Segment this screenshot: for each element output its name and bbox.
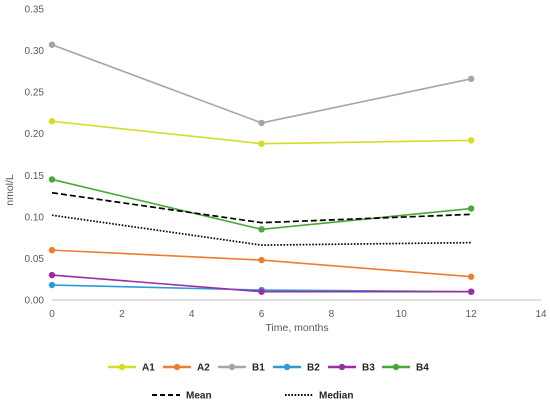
series-layer bbox=[48, 41, 475, 295]
x-tick-label: 6 bbox=[259, 309, 265, 320]
y-tick-label: 0.30 bbox=[25, 46, 45, 57]
legend-marker-b1 bbox=[228, 363, 236, 371]
series-line-mean bbox=[51, 191, 472, 224]
legend-label-a1: A1 bbox=[142, 363, 155, 374]
axes: 0 2 4 6 8 10 12 14 0.00 0.05 0.10 0.15 0.20 0.25 0.30 0… bbox=[25, 5, 547, 321]
data-point-b3 bbox=[467, 288, 475, 295]
data-point-a1 bbox=[467, 137, 475, 144]
legend: A1 A2 B1 B2 B3 B4 Mean Median bbox=[108, 363, 429, 402]
data-point-a1 bbox=[48, 118, 56, 125]
y-tick-label: 0.00 bbox=[25, 296, 45, 307]
data-point-a2 bbox=[467, 273, 475, 280]
y-tick-label: 0.15 bbox=[25, 171, 45, 182]
data-point-b2 bbox=[48, 281, 56, 289]
y-tick-label: 0.25 bbox=[25, 88, 45, 99]
legend-label-b1: B1 bbox=[252, 363, 265, 374]
y-tick-label: 0.05 bbox=[25, 254, 45, 265]
x-tick-label: 4 bbox=[189, 309, 195, 320]
legend-marker-a1 bbox=[118, 363, 126, 371]
x-axis-title: Time, months bbox=[265, 322, 328, 334]
x-tick-label: 2 bbox=[119, 309, 125, 320]
x-tick-label: 14 bbox=[535, 309, 547, 320]
legend-label-b4: B4 bbox=[416, 363, 429, 374]
legend-label-mean: Mean bbox=[186, 391, 212, 402]
data-point-a2 bbox=[48, 246, 56, 254]
y-tick-label: 0.20 bbox=[25, 129, 45, 140]
series-line-a2 bbox=[51, 249, 472, 278]
series-line-median bbox=[51, 214, 472, 246]
data-point-b4 bbox=[467, 205, 475, 212]
y-tick-label: 0.10 bbox=[25, 212, 45, 223]
x-tick-label: 10 bbox=[396, 309, 408, 320]
legend-label-median: Median bbox=[319, 391, 353, 402]
legend-label-b2: B2 bbox=[307, 363, 320, 374]
series-line-b1 bbox=[51, 44, 472, 124]
x-tick-label: 12 bbox=[466, 309, 478, 320]
data-point-b4 bbox=[258, 226, 265, 233]
x-tick-label: 0 bbox=[49, 309, 55, 320]
data-point-b1 bbox=[48, 41, 56, 48]
x-tick-label: 8 bbox=[329, 309, 335, 320]
data-point-b1 bbox=[467, 75, 475, 83]
data-point-b1 bbox=[258, 119, 265, 127]
legend-marker-b2 bbox=[283, 363, 291, 371]
legend-marker-a2 bbox=[173, 363, 181, 371]
data-point-a2 bbox=[258, 256, 265, 264]
data-point-b4 bbox=[48, 176, 56, 183]
y-tick-label: 0.35 bbox=[25, 5, 45, 16]
data-point-b3 bbox=[258, 288, 265, 295]
legend-label-b3: B3 bbox=[362, 363, 375, 374]
data-point-a1 bbox=[258, 140, 265, 147]
y-axis-title: nmol/L bbox=[4, 174, 16, 206]
legend-label-a2: A2 bbox=[197, 363, 210, 374]
legend-marker-b3 bbox=[338, 363, 346, 371]
data-point-b3 bbox=[48, 271, 56, 279]
legend-marker-b4 bbox=[392, 363, 400, 371]
